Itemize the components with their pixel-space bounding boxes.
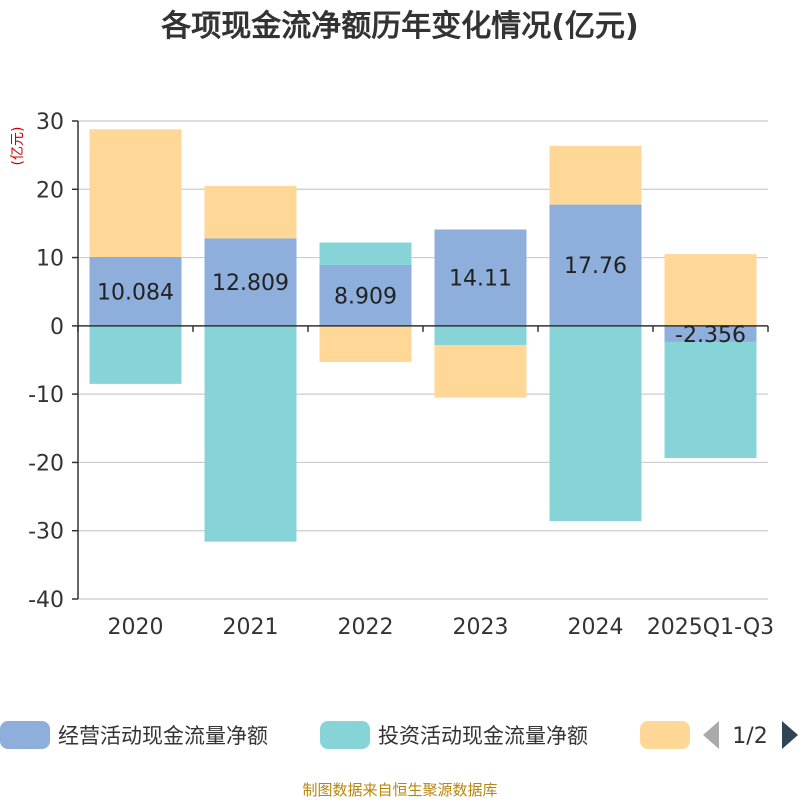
grid-lines bbox=[78, 120, 768, 600]
y-tick-label: 30 bbox=[36, 110, 64, 135]
y-tick-label: 20 bbox=[36, 178, 64, 203]
y-tick-label: 0 bbox=[50, 315, 64, 340]
legend-prev-icon[interactable] bbox=[703, 721, 719, 749]
bar-s1-2025q1-q3[interactable] bbox=[664, 325, 757, 342]
bar-s2-2020[interactable] bbox=[89, 325, 182, 384]
bar-s3-2021[interactable] bbox=[204, 185, 297, 239]
y-tick-label: -40 bbox=[28, 588, 64, 613]
bar-s2-2023[interactable] bbox=[434, 325, 527, 345]
legend: 经营活动现金流量净额 投资活动现金流量净额 1/2 bbox=[0, 721, 798, 749]
bar-s1-2021[interactable] bbox=[204, 238, 297, 326]
bar-s3-2025q1-q3[interactable] bbox=[664, 254, 757, 326]
bar-s3-2024[interactable] bbox=[549, 145, 642, 205]
data-label-2022: 8.909 bbox=[334, 284, 397, 309]
bar-s2-2021[interactable] bbox=[204, 325, 297, 542]
axes-layer: 30 20 10 0 -10 -20 -30 -40 2020 2021 2022 2023 2024 2… bbox=[28, 110, 774, 640]
bar-s1-2023[interactable] bbox=[434, 229, 527, 326]
chart-title: 各项现金流净额历年变化情况(亿元) bbox=[160, 9, 638, 44]
y-tick-label: 10 bbox=[36, 247, 64, 272]
data-label-2020: 10.084 bbox=[97, 280, 174, 305]
bar-s2-2022[interactable] bbox=[319, 242, 412, 266]
legend-label-2[interactable]: 投资活动现金流量净额 bbox=[378, 724, 588, 748]
data-label-2021: 12.809 bbox=[212, 271, 289, 296]
bar-s1-2020[interactable] bbox=[89, 256, 182, 326]
y-axis-label: (亿元) bbox=[10, 127, 26, 166]
data-label-2025q1-q3: -2.356 bbox=[675, 323, 746, 348]
bars-layer bbox=[89, 129, 757, 542]
bar-s3-2022[interactable] bbox=[319, 325, 412, 363]
x-tick-label-2024: 2024 bbox=[568, 615, 624, 640]
data-label-2023: 14.11 bbox=[449, 267, 512, 292]
y-tick-label: -30 bbox=[28, 520, 64, 545]
bar-s3-2023[interactable] bbox=[434, 344, 527, 398]
data-label-2024: 17.76 bbox=[564, 254, 627, 279]
data-labels-layer: 10.084 12.809 8.909 14.11 17.76 -2.356 bbox=[97, 254, 746, 348]
legend-swatch-1[interactable] bbox=[0, 721, 50, 749]
y-tick-label: -20 bbox=[28, 451, 64, 476]
x-tick-label-2022: 2022 bbox=[338, 615, 394, 640]
legend-page-indicator: 1/2 bbox=[732, 724, 767, 749]
bar-s2-2024[interactable] bbox=[549, 325, 642, 522]
x-tick-label-2021: 2021 bbox=[223, 615, 279, 640]
legend-swatch-3[interactable] bbox=[640, 721, 690, 749]
x-tick-label-2025q1-q3: 2025Q1-Q3 bbox=[647, 615, 774, 640]
legend-swatch-2[interactable] bbox=[320, 721, 370, 749]
bar-s3-2020[interactable] bbox=[89, 129, 182, 257]
bar-s2-2025q1-q3[interactable] bbox=[664, 341, 757, 459]
legend-label-1[interactable]: 经营活动现金流量净额 bbox=[58, 724, 268, 748]
legend-next-icon[interactable] bbox=[782, 721, 798, 749]
y-tick-label: -10 bbox=[28, 383, 64, 408]
bar-s1-2024[interactable] bbox=[549, 204, 642, 326]
source-note: 制图数据来自恒生聚源数据库 bbox=[302, 781, 497, 799]
x-tick-label-2023: 2023 bbox=[453, 615, 509, 640]
bar-s1-2022[interactable] bbox=[319, 265, 412, 326]
x-tick-label-2020: 2020 bbox=[108, 615, 164, 640]
